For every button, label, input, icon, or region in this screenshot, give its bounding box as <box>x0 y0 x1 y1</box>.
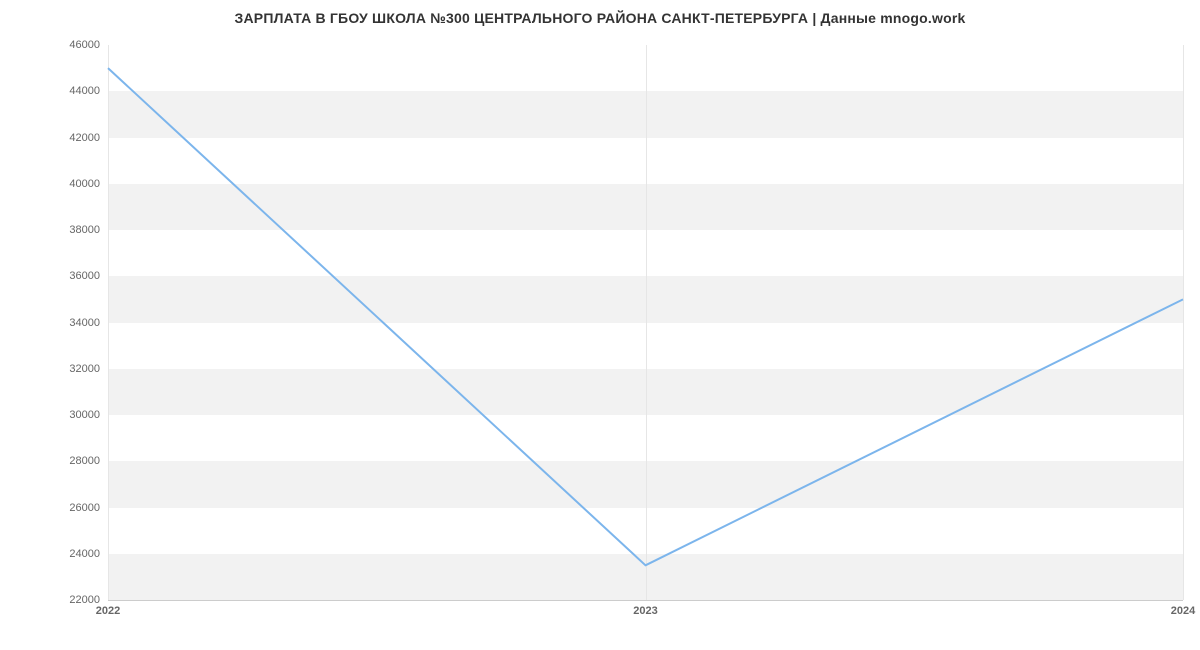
y-tick-label: 42000 <box>10 132 100 144</box>
y-tick-label: 30000 <box>10 409 100 421</box>
x-tick-label: 2024 <box>1171 605 1195 617</box>
y-tick-label: 38000 <box>10 224 100 236</box>
y-tick-label: 32000 <box>10 363 100 375</box>
y-tick-label: 46000 <box>10 39 100 51</box>
y-tick-label: 24000 <box>10 548 100 560</box>
y-tick-label: 26000 <box>10 502 100 514</box>
plot-area <box>108 45 1183 601</box>
chart-title: ЗАРПЛАТА В ГБОУ ШКОЛА №300 ЦЕНТРАЛЬНОГО … <box>0 10 1200 26</box>
y-tick-label: 34000 <box>10 317 100 329</box>
x-tick-label: 2022 <box>96 605 120 617</box>
x-tick-label: 2023 <box>633 605 657 617</box>
y-tick-label: 22000 <box>10 594 100 606</box>
grid-vline <box>1183 45 1184 600</box>
y-tick-label: 28000 <box>10 455 100 467</box>
y-tick-label: 36000 <box>10 270 100 282</box>
series-line-salary <box>108 68 1183 565</box>
y-tick-label: 44000 <box>10 85 100 97</box>
salary-line-chart: ЗАРПЛАТА В ГБОУ ШКОЛА №300 ЦЕНТРАЛЬНОГО … <box>0 0 1200 650</box>
line-layer <box>108 45 1183 600</box>
y-tick-label: 40000 <box>10 178 100 190</box>
